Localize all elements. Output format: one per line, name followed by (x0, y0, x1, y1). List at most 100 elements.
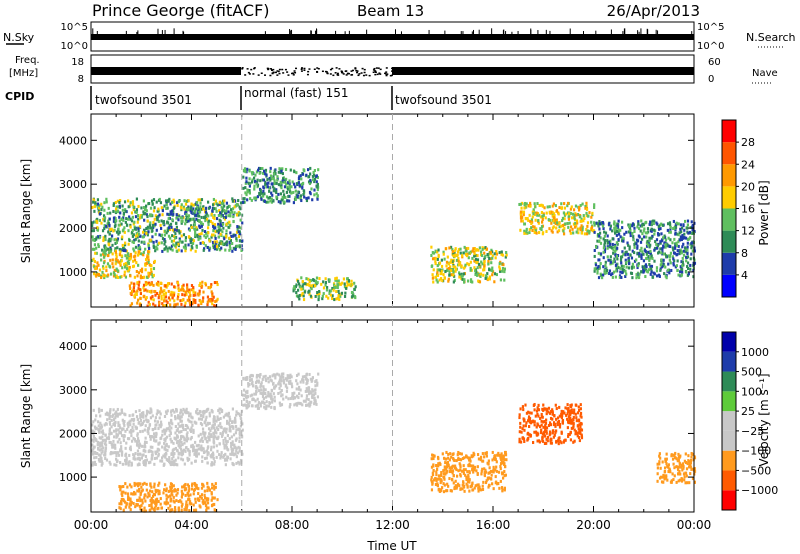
velocity-cell (129, 419, 132, 423)
velocity-cell (195, 410, 198, 414)
power-cell (104, 252, 107, 256)
freq-dot (375, 67, 378, 69)
power-cell (625, 265, 628, 269)
velocity-cell (222, 441, 225, 445)
power-cell (177, 293, 180, 297)
power-cell (117, 232, 120, 236)
velocity-cell (122, 485, 125, 489)
power-cell (126, 269, 129, 273)
power-cell (316, 197, 319, 201)
power-cell (132, 247, 135, 251)
y-tick-label: 1000 (59, 266, 87, 279)
velocity-cell (473, 465, 477, 469)
power-cell (258, 191, 261, 195)
freq-dot (278, 72, 281, 75)
velocity-cell (245, 399, 248, 403)
power-cell (260, 196, 263, 200)
power-cell (621, 267, 624, 271)
power-cell (657, 233, 660, 237)
power-cell (637, 264, 640, 268)
power-cell (313, 193, 316, 197)
velocity-cell (147, 491, 150, 495)
velocity-cell (128, 420, 131, 424)
velocity-cell (132, 413, 135, 417)
power-cell (215, 209, 218, 213)
power-cell (98, 204, 101, 208)
power-cell (634, 241, 637, 245)
power-cell (207, 206, 211, 210)
power-cell (629, 253, 632, 257)
power-cell (109, 265, 112, 269)
power-cell (691, 249, 694, 253)
velocity-cell (161, 445, 164, 449)
velocity-cell (105, 422, 108, 426)
power-cell (574, 204, 578, 208)
power-cell (598, 227, 601, 231)
power-cell (173, 299, 176, 303)
velocity-cell (211, 410, 214, 414)
velocity-cell (204, 501, 207, 505)
velocity-cell (224, 439, 228, 443)
power-cell (113, 273, 116, 277)
velocity-cell (313, 398, 316, 402)
velocity-cell (291, 395, 294, 399)
velocity-cell (123, 419, 126, 423)
power-cell (306, 168, 310, 172)
power-cell (619, 258, 623, 262)
velocity-cell (137, 421, 140, 425)
power-cell (127, 242, 130, 246)
power-cell (105, 265, 108, 269)
power-cell (145, 261, 148, 265)
power-cell (601, 224, 605, 228)
velocity-cell (138, 409, 141, 413)
power-cell (682, 242, 685, 246)
power-cell (245, 180, 248, 184)
power-cell (200, 232, 203, 236)
power-cell (186, 208, 189, 212)
velocity-cell (91, 443, 94, 447)
freq-dot (303, 67, 306, 70)
power-cell (114, 216, 117, 220)
power-cell (690, 252, 693, 256)
power-cell (462, 272, 466, 276)
freq-dot (284, 68, 287, 71)
velocity-cell (208, 488, 211, 492)
power-cell (205, 212, 208, 216)
velocity-cell (120, 453, 124, 457)
velocity-cell (153, 419, 157, 423)
power-cell (302, 282, 305, 286)
power-cell (151, 295, 154, 299)
power-cell (331, 286, 334, 290)
freq-dot (391, 67, 394, 70)
power-cell (149, 221, 152, 225)
power-cell (636, 246, 639, 250)
velocity-cell (239, 458, 243, 462)
velocity-cell (170, 452, 173, 456)
power-cell (142, 283, 146, 287)
power-cell (586, 214, 590, 218)
velocity-cell (223, 453, 226, 457)
power-cell (645, 235, 648, 239)
velocity-cell (202, 414, 205, 418)
power-cell (648, 245, 651, 249)
power-cell (118, 247, 121, 251)
power-cell (242, 197, 245, 201)
velocity-cell (313, 396, 316, 400)
power-cell (123, 262, 126, 266)
velocity-cell (188, 451, 191, 455)
velocity-cell (184, 438, 187, 442)
power-cell (111, 243, 114, 247)
velocity-cell (143, 496, 146, 500)
power-cell (103, 216, 107, 220)
velocity-cell (171, 408, 175, 412)
power-cell (184, 243, 187, 247)
velocity-cell (240, 434, 244, 438)
power-cell (216, 297, 219, 301)
velocity-cell (225, 412, 228, 416)
velocity-cell (183, 462, 186, 466)
power-cell (584, 206, 587, 210)
power-cell (483, 257, 486, 261)
power-cell (636, 225, 639, 229)
power-cell (464, 247, 468, 251)
power-cell (609, 262, 612, 266)
